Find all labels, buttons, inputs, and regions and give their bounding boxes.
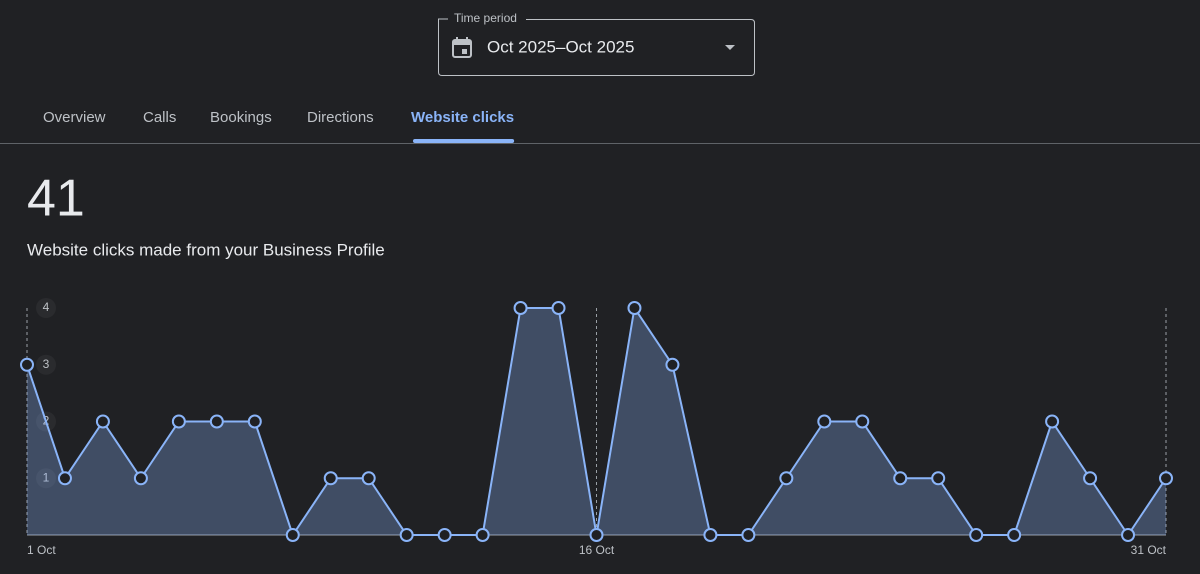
- tabs: Overview Calls Bookings Directions Website c…: [43, 109, 515, 143]
- y-tick-label: 1: [43, 470, 50, 484]
- point: [665, 357, 680, 372]
- point: [209, 414, 224, 429]
- point: [627, 301, 642, 315]
- point: [1045, 414, 1060, 429]
- point: [95, 414, 110, 429]
- y-tick-badge: [36, 468, 56, 489]
- point: [969, 528, 984, 542]
- time-period-select[interactable]: Time period Oct 2025–Oct 2025: [437, 11, 755, 76]
- point: [247, 414, 262, 429]
- point: [133, 471, 148, 486]
- x-tick-label: 31 Oct: [1131, 543, 1167, 557]
- point: [1159, 471, 1173, 486]
- dropdown-arrow: [725, 45, 735, 50]
- point: [513, 301, 528, 315]
- active-tab-indicator: [413, 139, 515, 143]
- point: [855, 414, 870, 429]
- select-label: Time period: [454, 11, 517, 25]
- point: [399, 528, 414, 542]
- y-tick-label: 4: [43, 300, 50, 314]
- y-tick-badge: [36, 298, 56, 318]
- point: [361, 471, 376, 486]
- point: [589, 528, 604, 542]
- point: [1007, 528, 1022, 542]
- y-tick-label: 3: [43, 357, 50, 371]
- tab[interactable]: Website clicks: [411, 109, 514, 126]
- point: [551, 301, 566, 315]
- tab[interactable]: Bookings: [210, 109, 272, 126]
- description: Website clicks made from your Business P…: [27, 240, 385, 259]
- tab[interactable]: Directions: [307, 109, 374, 126]
- point: [20, 357, 34, 372]
- point: [57, 471, 72, 486]
- calendar-icon: [452, 37, 472, 58]
- point: [817, 414, 832, 429]
- x-tick-label: 16 Oct: [579, 543, 615, 557]
- x-tick-label: 1 Oct: [27, 543, 56, 557]
- y-tick-badge: [36, 354, 56, 375]
- point: [779, 471, 794, 486]
- point: [1121, 528, 1136, 542]
- area: [27, 308, 1166, 535]
- point: [285, 528, 300, 542]
- point: [475, 528, 490, 542]
- tab[interactable]: Overview: [43, 109, 106, 126]
- point: [437, 528, 452, 542]
- point: [323, 471, 338, 486]
- point: [1083, 471, 1098, 486]
- point: [893, 471, 908, 486]
- select-value: Oct 2025–Oct 2025: [487, 37, 634, 56]
- total-value: 41: [27, 170, 85, 228]
- point: [703, 528, 718, 542]
- point: [931, 471, 946, 486]
- point: [171, 414, 186, 429]
- tab[interactable]: Calls: [143, 109, 176, 126]
- select-outline: [437, 18, 755, 76]
- point: [741, 528, 756, 542]
